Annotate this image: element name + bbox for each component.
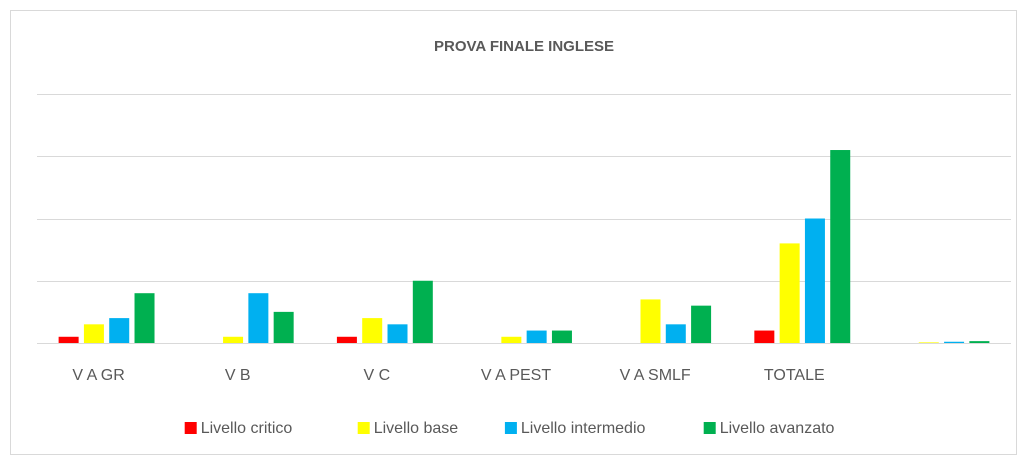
bar (551, 330, 572, 343)
bar (273, 311, 294, 343)
legend-swatch (703, 422, 716, 434)
x-tick-label: V A PEST (481, 367, 551, 384)
legend-swatch (184, 422, 197, 434)
bar (804, 218, 825, 343)
x-tick-label: V B (225, 367, 251, 384)
bar (640, 299, 661, 343)
legend-label: Livello intermedio (521, 420, 646, 437)
bar (248, 293, 269, 343)
bar (336, 336, 357, 343)
bar (779, 243, 800, 343)
bar (918, 342, 939, 343)
bar (969, 341, 990, 343)
bar (944, 341, 965, 343)
chart-border (10, 10, 1017, 455)
x-tick-label: V A SMLF (620, 367, 691, 384)
bar (134, 293, 155, 343)
chart-title: PROVA FINALE INGLESE (434, 38, 614, 55)
bar (526, 330, 547, 343)
bar (83, 324, 104, 343)
bar (501, 336, 522, 343)
x-tick-label: V A GR (72, 367, 124, 384)
legend-label: Livello base (374, 420, 459, 437)
bar (412, 280, 433, 343)
legend-swatch (504, 422, 517, 434)
bar (754, 330, 775, 343)
x-tick-label: V C (364, 367, 391, 384)
bar (109, 318, 130, 343)
legend-label: Livello avanzato (720, 420, 835, 437)
bar (58, 336, 79, 343)
bar (223, 336, 244, 343)
legend-swatch (357, 422, 370, 434)
bar (691, 305, 712, 343)
bar (665, 324, 686, 343)
x-tick-label: TOTALE (764, 367, 825, 384)
legend-label: Livello critico (201, 420, 293, 437)
bar (830, 150, 851, 343)
bar (362, 318, 383, 343)
bar (387, 324, 408, 343)
